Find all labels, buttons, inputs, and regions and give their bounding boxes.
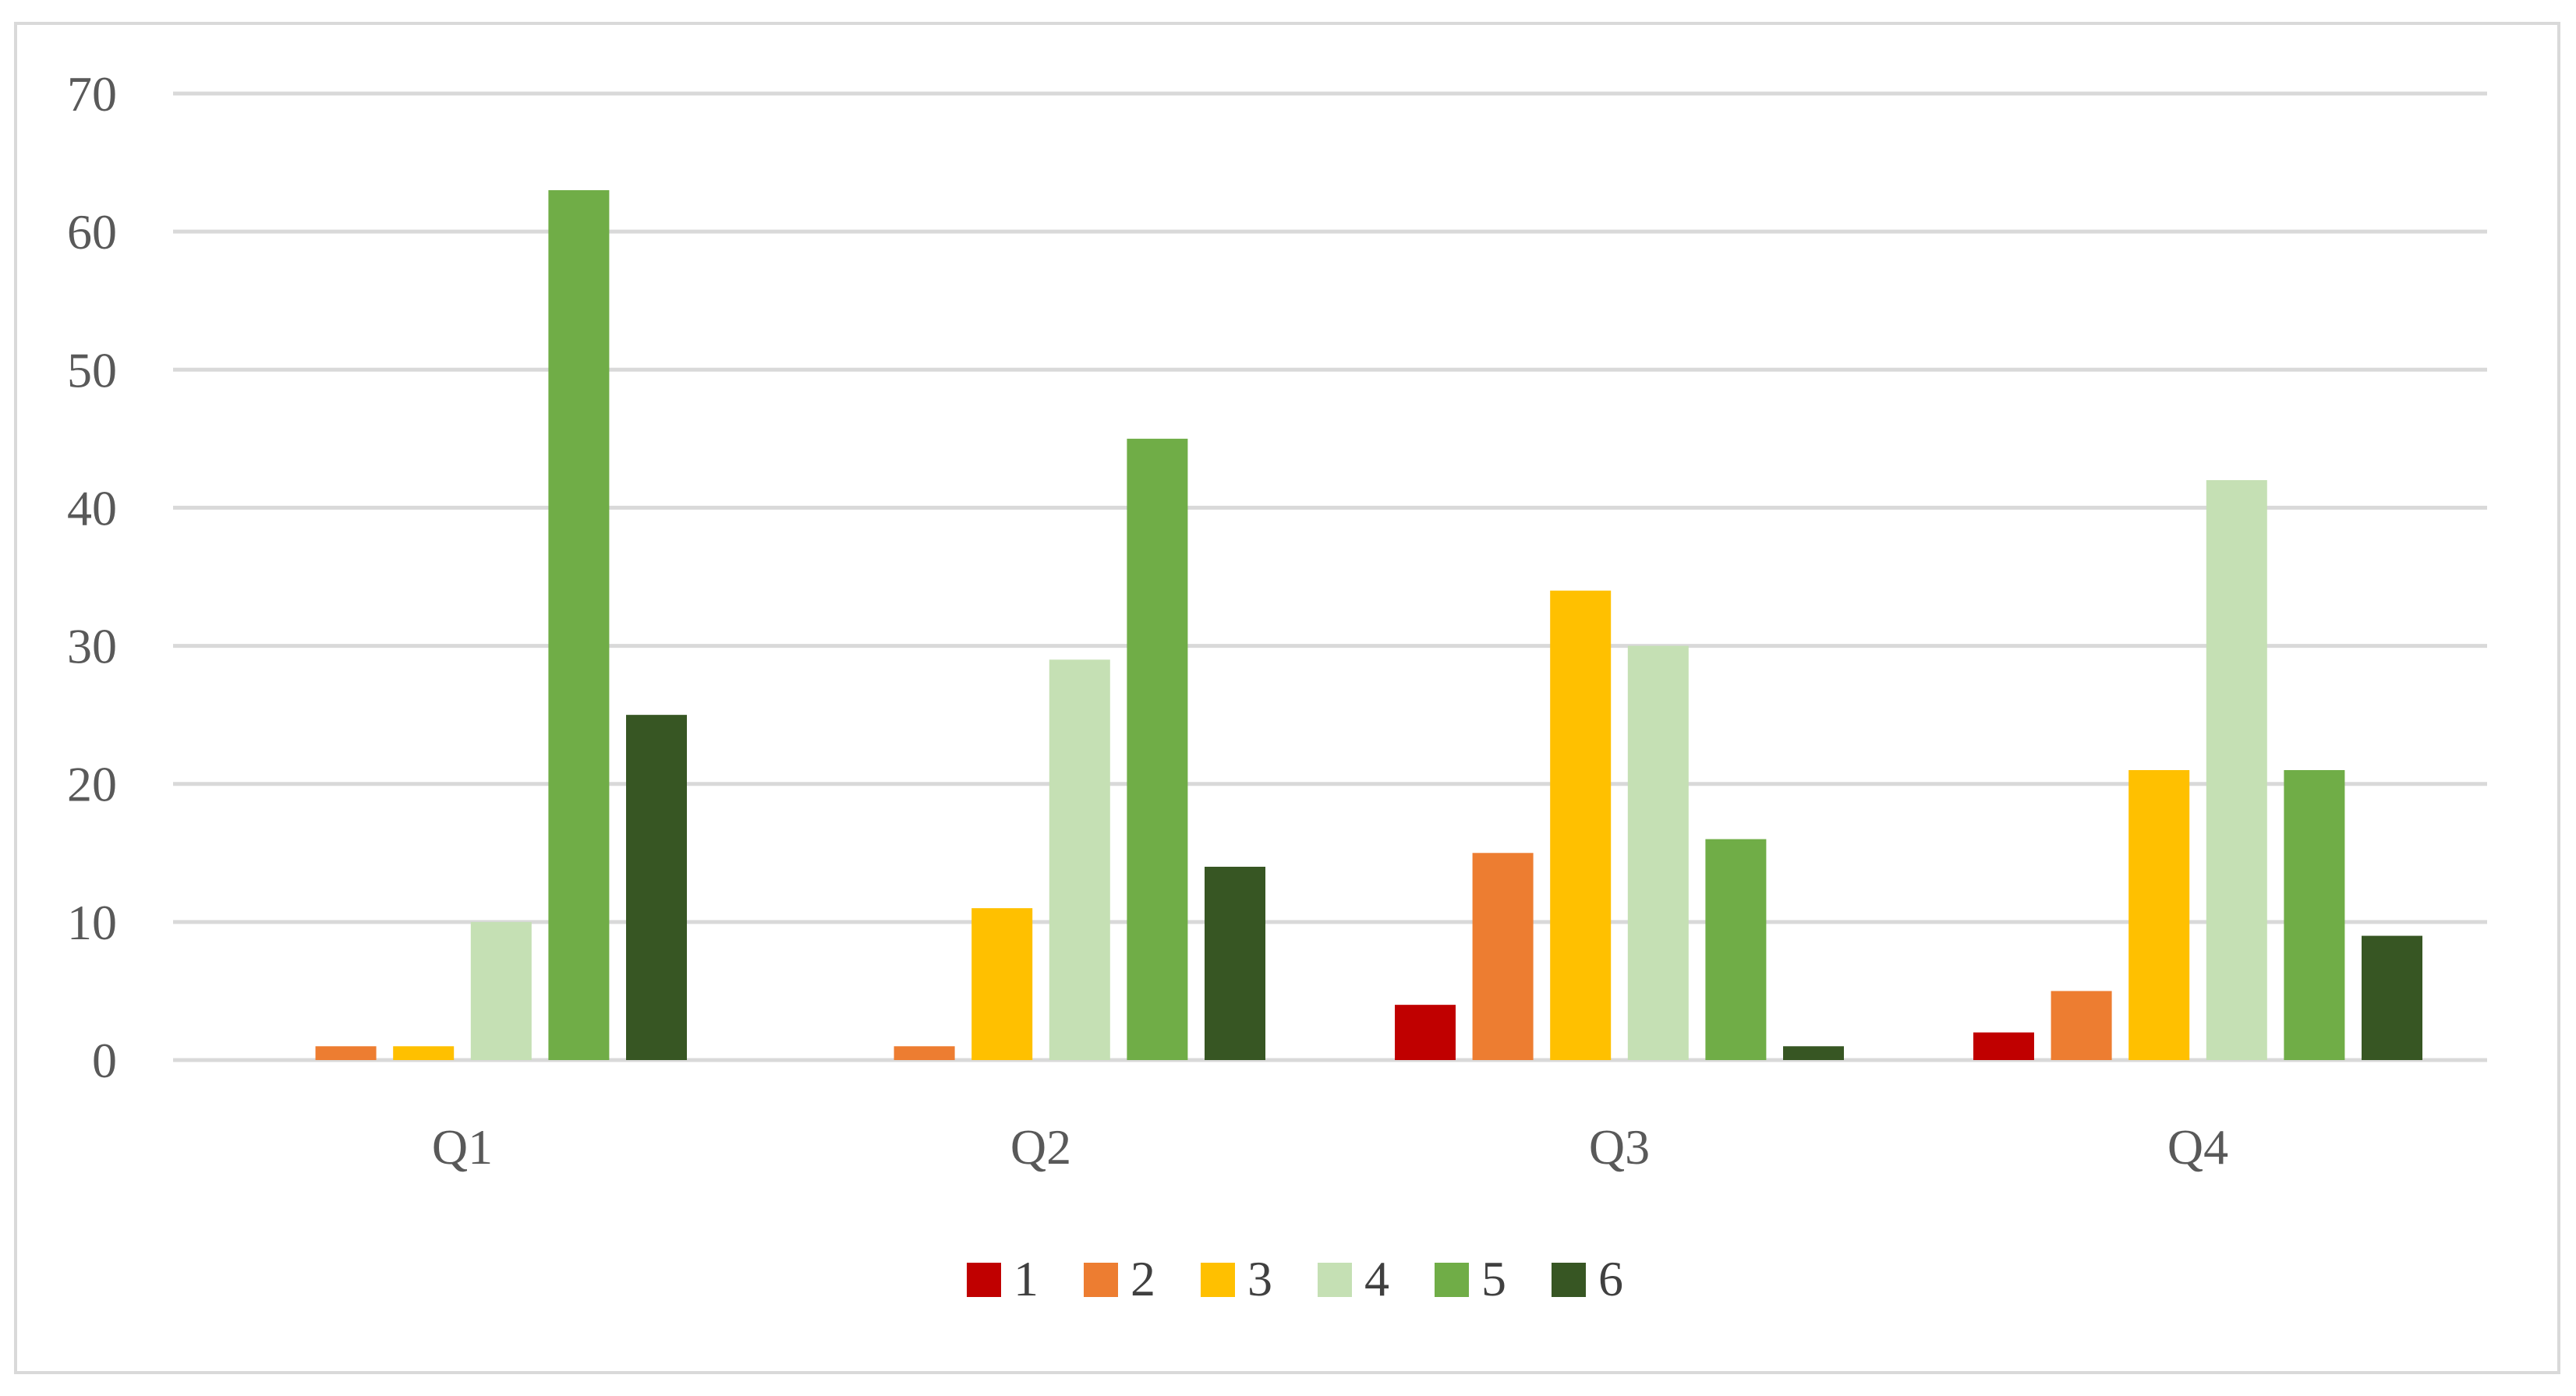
bar-series-4-Q4 xyxy=(2206,480,2267,1060)
bar-series-1-Q4 xyxy=(1973,1032,2034,1060)
bar-series-5-Q4 xyxy=(2284,770,2345,1060)
legend: 1 2 3 4 5 6 xyxy=(967,1251,1623,1306)
bar-series-5-Q1 xyxy=(548,190,610,1060)
legend-swatch xyxy=(1084,1263,1118,1297)
x-tick-label: Q4 xyxy=(2167,1119,2228,1175)
y-tick-label: 30 xyxy=(67,619,117,674)
x-axis-ticks: Q1 Q2 Q3 Q4 xyxy=(432,1119,2228,1175)
bar-series-5-Q2 xyxy=(1127,438,1188,1060)
legend-label: 5 xyxy=(1481,1251,1506,1306)
bar-series-5-Q3 xyxy=(1705,839,1767,1060)
bar-series-3-Q1 xyxy=(393,1046,455,1060)
legend-item-6: 6 xyxy=(1552,1251,1623,1306)
x-tick-label: Q3 xyxy=(1589,1119,1650,1175)
legend-label: 4 xyxy=(1364,1251,1389,1306)
bars xyxy=(315,190,2422,1060)
legend-label: 3 xyxy=(1247,1251,1272,1306)
legend-swatch xyxy=(1201,1263,1235,1297)
y-tick-label: 50 xyxy=(67,342,117,398)
bar-series-3-Q3 xyxy=(1550,590,1612,1060)
y-tick-label: 60 xyxy=(67,204,117,260)
bar-series-2-Q3 xyxy=(1472,853,1534,1060)
bar-series-1-Q3 xyxy=(1395,1005,1456,1060)
legend-swatch xyxy=(1318,1263,1352,1297)
bar-series-4-Q2 xyxy=(1049,659,1110,1060)
x-tick-label: Q2 xyxy=(1010,1119,1071,1175)
legend-label: 1 xyxy=(1014,1251,1039,1306)
y-tick-label: 0 xyxy=(92,1033,117,1088)
legend-item-4: 4 xyxy=(1318,1251,1389,1306)
legend-item-1: 1 xyxy=(967,1251,1039,1306)
bar-series-4-Q1 xyxy=(470,921,532,1060)
bar-series-6-Q3 xyxy=(1783,1046,1844,1060)
x-tick-label: Q1 xyxy=(432,1119,493,1175)
legend-item-3: 3 xyxy=(1201,1251,1272,1306)
legend-swatch xyxy=(1552,1263,1586,1297)
chart-frame xyxy=(14,22,2560,1374)
legend-swatch xyxy=(1435,1263,1469,1297)
y-tick-label: 40 xyxy=(67,480,117,535)
legend-label: 2 xyxy=(1131,1251,1155,1306)
legend-item-2: 2 xyxy=(1084,1251,1155,1306)
y-tick-label: 10 xyxy=(67,895,117,950)
y-tick-label: 70 xyxy=(67,66,117,122)
bar-series-2-Q2 xyxy=(893,1046,955,1060)
bar-series-6-Q2 xyxy=(1205,867,1265,1060)
bar-series-3-Q4 xyxy=(2128,770,2190,1060)
bar-series-6-Q4 xyxy=(2362,935,2422,1060)
bar-series-2-Q1 xyxy=(315,1046,377,1060)
bar-series-3-Q2 xyxy=(971,908,1033,1060)
bar-series-4-Q3 xyxy=(1627,645,1689,1060)
bar-series-2-Q4 xyxy=(2051,991,2112,1060)
bar-series-6-Q1 xyxy=(626,715,687,1060)
legend-item-5: 5 xyxy=(1435,1251,1506,1306)
legend-label: 6 xyxy=(1598,1251,1623,1306)
legend-swatch xyxy=(967,1263,1001,1297)
y-tick-label: 20 xyxy=(67,757,117,812)
y-axis-ticks: 0 10 20 30 40 50 60 70 xyxy=(67,66,117,1088)
